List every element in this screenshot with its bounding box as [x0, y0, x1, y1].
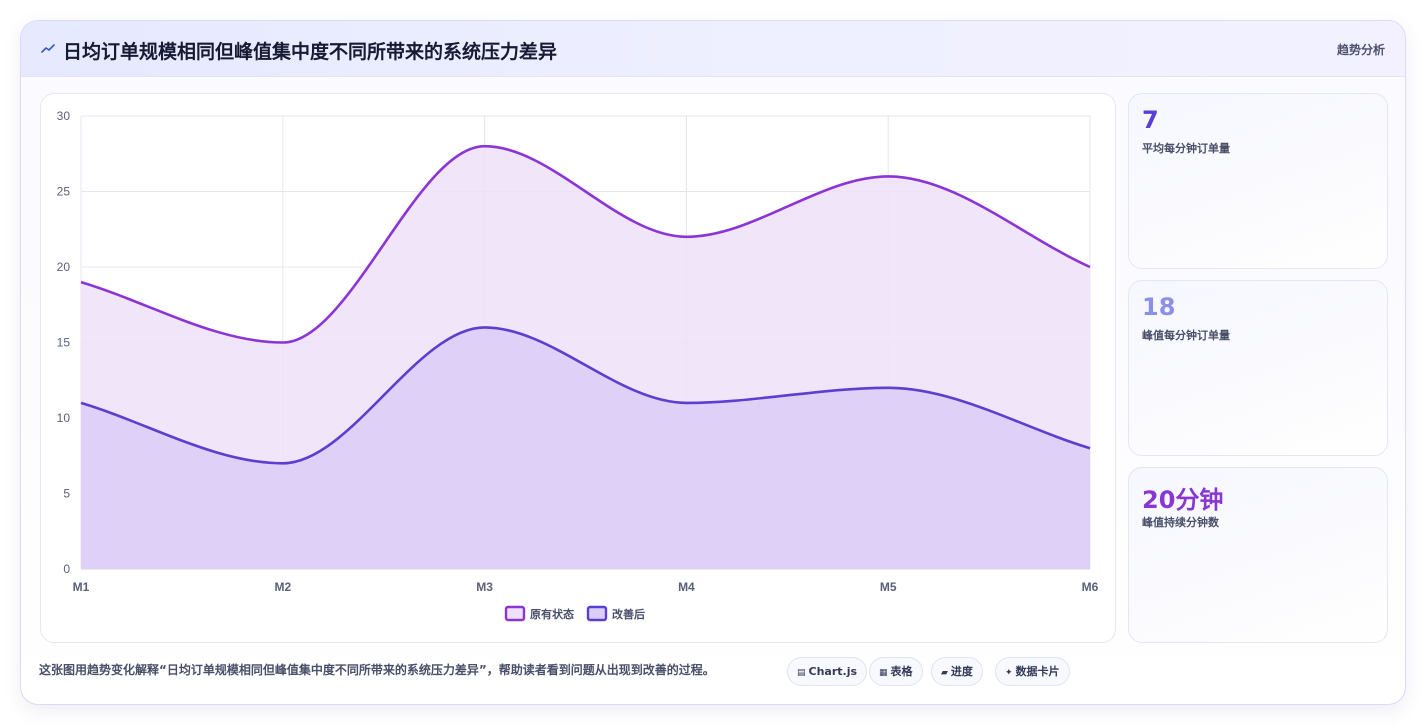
y-tick-label: 10: [57, 411, 71, 425]
chip-label: Chart.js: [808, 665, 858, 678]
card-icon: ✦: [1005, 668, 1013, 678]
chip-data-card[interactable]: ✦ 数据卡片: [995, 657, 1070, 686]
y-tick-label: 15: [57, 336, 71, 350]
x-tick-label: M2: [274, 580, 291, 594]
progress-icon: ▰: [941, 668, 948, 678]
stat-label: 峰值持续分钟数: [1142, 516, 1219, 529]
dashboard-card: 日均订单规模相同但峰值集中度不同所带来的系统压力差异 趋势分析 0 5 10 15 20…: [20, 20, 1406, 705]
y-tick-label: 25: [57, 185, 71, 199]
page-title: 日均订单规模相同但峰值集中度不同所带来的系统压力差异: [63, 41, 558, 63]
legend-label-2: 改善后: [612, 607, 645, 621]
stat-value: 20分钟: [1142, 486, 1224, 514]
x-tick-label: M6: [1082, 580, 1099, 594]
stat-card-duration: 20分钟 峰值持续分钟数: [1128, 467, 1388, 643]
y-tick-label: 0: [63, 562, 70, 576]
series-line-2: [80, 326, 1091, 465]
chip-progress[interactable]: ▰ 进度: [931, 657, 983, 686]
x-tick-label: M3: [476, 580, 493, 594]
legend-label-1: 原有状态: [530, 607, 574, 621]
legend-swatch-2: [586, 605, 608, 622]
chip-label: 数据卡片: [1015, 665, 1060, 678]
x-tick-label: M4: [678, 580, 695, 594]
stat-card-peak: 18 峰值每分钟订单量: [1128, 280, 1388, 456]
trend-line-icon: [41, 44, 55, 53]
table-icon: ▦: [879, 668, 888, 678]
chart-panel: 0 5 10 15 20 25 30 M1 M2 M3 M4 M5 M6 原有状态 改善后: [40, 93, 1116, 643]
x-tick-label: M5: [880, 580, 897, 594]
series-line-1: [80, 144, 1091, 344]
chart-description: 这张图用趋势变化解释“日均订单规模相同但峰值集中度不同所带来的系统压力差异”，帮…: [39, 663, 715, 677]
chip-chartjs[interactable]: ▤ Chart.js: [787, 657, 868, 686]
stat-card-avg: 7 平均每分钟订单量: [1128, 93, 1388, 269]
chip-table[interactable]: ▦ 表格: [869, 657, 923, 686]
chip-label: 进度: [950, 665, 973, 678]
category-tag: 趋势分析: [1336, 43, 1385, 57]
stat-label: 峰值每分钟订单量: [1142, 329, 1230, 342]
stat-value: 7: [1142, 106, 1159, 134]
area-chart: 0 5 10 15 20 25 30 M1 M2 M3 M4 M5 M6 原有状态 改善后: [57, 109, 1099, 622]
x-tick-label: M1: [73, 580, 90, 594]
y-tick-label: 20: [57, 260, 71, 274]
stat-value: 18: [1142, 293, 1176, 321]
chip-label: 表格: [890, 665, 913, 678]
y-tick-label: 30: [57, 109, 71, 123]
stat-label: 平均每分钟订单量: [1142, 142, 1230, 155]
series-area-2: [81, 327, 1090, 569]
legend-swatch-1: [504, 605, 526, 622]
card-header: 日均订单规模相同但峰值集中度不同所带来的系统压力差异 趋势分析: [21, 21, 1405, 77]
chart-icon: ▤: [797, 668, 806, 678]
y-tick-label: 5: [63, 487, 70, 501]
